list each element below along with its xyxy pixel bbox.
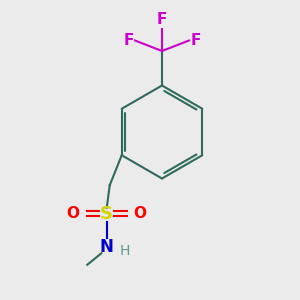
Text: S: S (100, 205, 113, 223)
Text: H: H (119, 244, 130, 258)
Text: N: N (100, 238, 114, 256)
Text: O: O (134, 206, 147, 221)
Text: F: F (157, 12, 167, 27)
Text: O: O (67, 206, 80, 221)
Text: F: F (123, 33, 134, 48)
Text: F: F (190, 33, 201, 48)
